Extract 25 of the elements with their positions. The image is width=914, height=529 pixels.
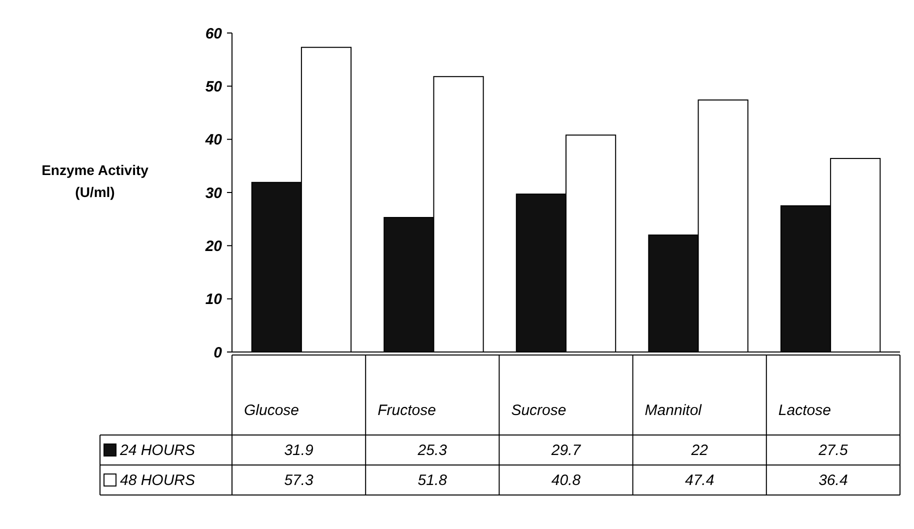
x-tick-label: Sucrose xyxy=(511,402,566,419)
data-label: 31.9 xyxy=(284,442,314,459)
data-label: 27.5 xyxy=(818,442,848,459)
data-label: 36.4 xyxy=(818,472,848,489)
y-axis-title: Enzyme Activity (U/ml) xyxy=(42,162,149,200)
data-label: 25.3 xyxy=(416,442,448,459)
x-tick-label: Lactose xyxy=(778,402,831,419)
y-tick-label: 40 xyxy=(204,132,223,149)
legend-label: 48 HOURS xyxy=(120,472,196,489)
data-label: 29.7 xyxy=(550,442,582,459)
data-label: 40.8 xyxy=(551,472,582,489)
y-tick-label: 20 xyxy=(204,238,223,255)
data-label: 51.8 xyxy=(418,472,448,489)
x-tick-label: Fructose xyxy=(378,402,436,419)
data-label: 47.4 xyxy=(685,472,714,489)
y-tick-label: 60 xyxy=(205,25,223,42)
data-label: 57.3 xyxy=(284,472,314,489)
y-tick-label: 50 xyxy=(205,78,223,96)
y-tick-label: 0 xyxy=(214,344,223,362)
y-tick-label: 10 xyxy=(205,291,223,308)
x-tick-label: Mannitol xyxy=(644,402,702,419)
y-tick-label: 30 xyxy=(205,184,223,202)
x-tick-label: Glucose xyxy=(244,402,300,419)
legend-label: 24 HOURS xyxy=(119,442,196,459)
data-label: 22 xyxy=(690,442,709,459)
